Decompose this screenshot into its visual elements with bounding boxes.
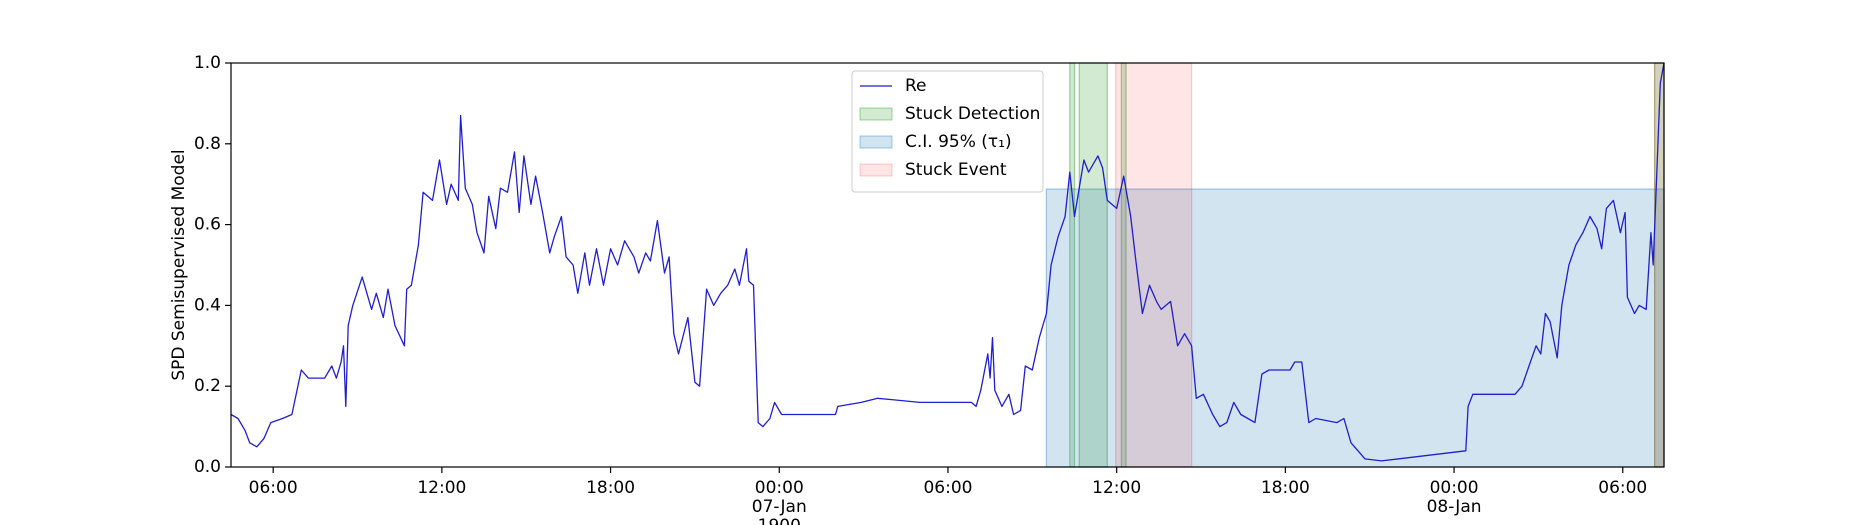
y-axis-label: SPD Semisupervised Model — [169, 149, 189, 380]
legend: Re Stuck Detection C.I. 95% (τ₁) Stuck Even… — [851, 70, 1044, 193]
legend-label: Re — [905, 76, 927, 96]
y-tick-label: 0.0 — [194, 457, 221, 477]
x-tick-label: 12:00 — [1092, 478, 1141, 498]
x-tick-label: 06:00 — [923, 478, 972, 498]
line — [230, 62, 1665, 462]
legend-label: Stuck Event — [905, 160, 1007, 180]
x-tick-label: 00:00 08-Jan — [1427, 478, 1482, 517]
legend-swatch — [859, 135, 893, 149]
y-tick-label: 1.0 — [194, 53, 221, 73]
x-tick-label: 06:00 — [1598, 478, 1647, 498]
x-tick-label: 18:00 — [586, 478, 635, 498]
x-tick-label: 12:00 — [417, 478, 466, 498]
y-tick-label: 0.6 — [194, 215, 221, 235]
legend-swatch — [859, 107, 893, 121]
x-tick-label: 18:00 — [1261, 478, 1310, 498]
legend-label: Stuck Detection — [905, 104, 1040, 124]
legend-swatch — [859, 163, 893, 177]
legend-label: C.I. 95% (τ₁) — [905, 132, 1012, 152]
x-tick-label: 06:00 — [249, 478, 298, 498]
y-tick-label: 0.4 — [194, 295, 221, 315]
legend-box — [851, 70, 1044, 193]
y-tick-label: 0.8 — [194, 134, 221, 154]
span — [1078, 62, 1108, 468]
y-tick-label: 0.2 — [194, 376, 221, 396]
span — [1115, 62, 1193, 468]
span — [1045, 188, 1665, 468]
